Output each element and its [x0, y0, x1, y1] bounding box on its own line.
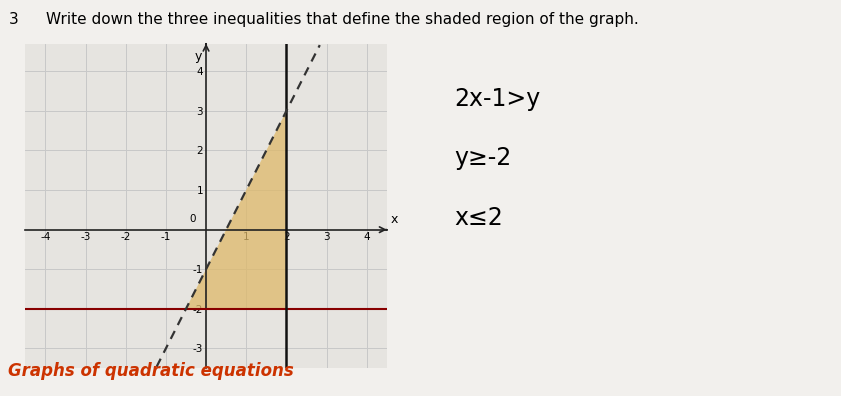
- Text: x≤2: x≤2: [454, 206, 503, 230]
- Text: 2x-1>y: 2x-1>y: [454, 87, 541, 111]
- Text: x: x: [391, 213, 399, 226]
- Text: Write down the three inequalities that define the shaded region of the graph.: Write down the three inequalities that d…: [46, 12, 639, 27]
- Text: 0: 0: [189, 213, 196, 224]
- Text: Graphs of quadratic equations: Graphs of quadratic equations: [8, 362, 294, 380]
- Polygon shape: [186, 111, 287, 309]
- Text: 3: 3: [8, 12, 19, 27]
- Text: y≥-2: y≥-2: [454, 147, 511, 170]
- Text: y: y: [195, 50, 203, 63]
